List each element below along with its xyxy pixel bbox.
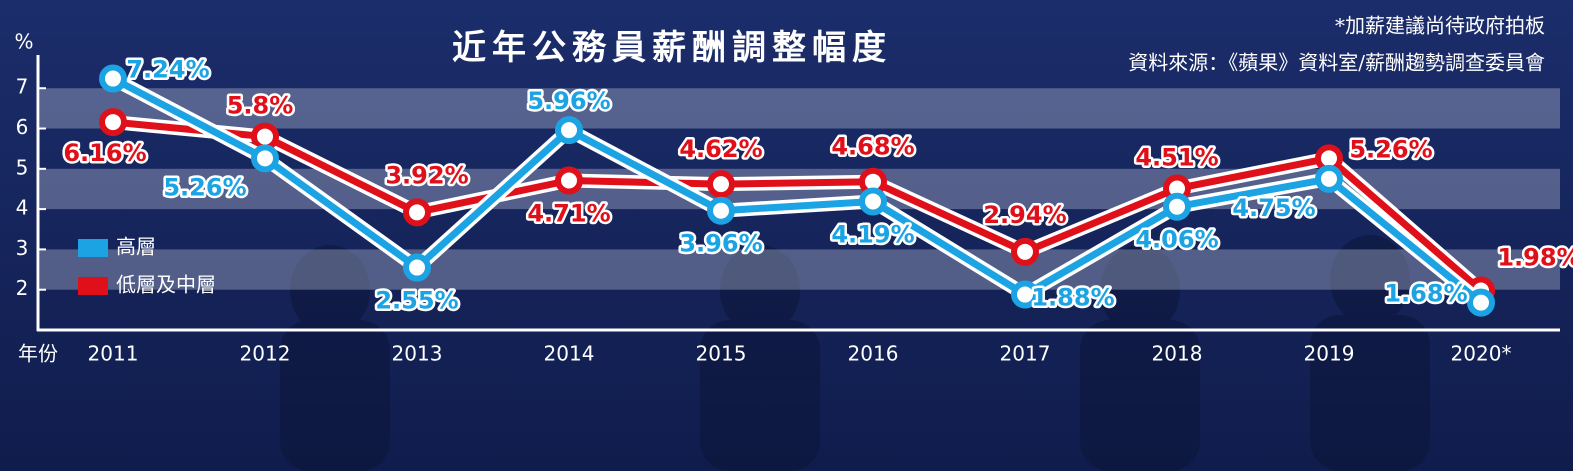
marker bbox=[403, 198, 431, 227]
note: *加薪建議尚待政府拍板 bbox=[1335, 14, 1545, 38]
data-label: 5.26% bbox=[1349, 135, 1432, 163]
marker bbox=[1011, 280, 1039, 309]
marker bbox=[555, 116, 583, 145]
silhouettes bbox=[280, 235, 1430, 471]
data-label: 7.24% bbox=[126, 56, 209, 84]
line bbox=[112, 118, 1484, 294]
data-label: 5.26% bbox=[163, 173, 246, 201]
data-label: 4.51% bbox=[1135, 144, 1218, 172]
chart-title: 近年公務員薪酬調整幅度 bbox=[452, 28, 892, 68]
data-label: 1.68% bbox=[1384, 280, 1467, 308]
x-tick-label: 2012 bbox=[240, 342, 291, 366]
data-label: 4.68% bbox=[831, 133, 914, 161]
marker bbox=[251, 122, 279, 151]
marker bbox=[99, 108, 127, 137]
line bbox=[111, 75, 1484, 306]
marker bbox=[555, 166, 583, 195]
x-tick-label: 2015 bbox=[696, 342, 747, 366]
marker bbox=[707, 170, 735, 199]
x-tick-label: 2014 bbox=[544, 342, 595, 366]
band bbox=[40, 249, 1560, 290]
y-tick-label: 5 bbox=[16, 155, 29, 179]
legend-label: 高層 bbox=[116, 235, 156, 259]
x-tick-label: 2018 bbox=[1152, 342, 1203, 366]
y-tick-label: 7 bbox=[16, 75, 29, 99]
x-tick-label: 2011 bbox=[88, 342, 139, 366]
band bbox=[40, 88, 1560, 129]
y-tick-label: 3 bbox=[16, 236, 29, 260]
data-label: 3.96% bbox=[679, 230, 762, 258]
marker bbox=[1011, 237, 1039, 266]
data-label: 4.62% bbox=[679, 135, 762, 163]
data-label: 6.16% bbox=[63, 139, 146, 167]
data-label: 4.75% bbox=[1232, 194, 1315, 222]
x-tick-label: 2016 bbox=[848, 342, 899, 366]
data-label: 3.92% bbox=[385, 161, 468, 189]
x-tick-label: 2013 bbox=[392, 342, 443, 366]
data-label: 1.88% bbox=[1031, 284, 1114, 312]
legend-swatch bbox=[78, 239, 108, 257]
marker bbox=[1163, 192, 1191, 221]
data-label: 2.55% bbox=[375, 287, 458, 315]
data-label: 4.19% bbox=[831, 220, 914, 248]
x-tick-label: 2020* bbox=[1451, 342, 1512, 366]
marker bbox=[403, 253, 431, 282]
y-axis-label: % bbox=[14, 30, 33, 54]
data-label: 1.98% bbox=[1497, 244, 1573, 272]
x-tick-label: 2019 bbox=[1304, 342, 1355, 366]
data-label: 5.8% bbox=[227, 92, 294, 120]
x-tick-label: 2017 bbox=[1000, 342, 1051, 366]
data-label: 4.71% bbox=[527, 200, 610, 228]
legend-swatch bbox=[78, 277, 108, 295]
source: 資料來源：《蘋果》資料室/薪酬趨勢調查委員會 bbox=[1128, 51, 1545, 75]
marker bbox=[251, 144, 279, 173]
marker bbox=[1467, 288, 1495, 317]
data-label: 2.94% bbox=[983, 201, 1066, 229]
data-label: 4.06% bbox=[1135, 226, 1218, 254]
y-tick-label: 2 bbox=[16, 276, 29, 300]
y-tick-label: 4 bbox=[16, 196, 29, 220]
legend-label: 低層及中層 bbox=[116, 273, 216, 297]
marker bbox=[707, 196, 735, 225]
data-label: 5.96% bbox=[527, 87, 610, 115]
marker bbox=[1315, 164, 1343, 193]
x-axis-label: 年份 bbox=[18, 342, 58, 366]
y-tick-label: 6 bbox=[16, 115, 29, 139]
marker bbox=[859, 187, 887, 216]
marker bbox=[99, 64, 127, 93]
